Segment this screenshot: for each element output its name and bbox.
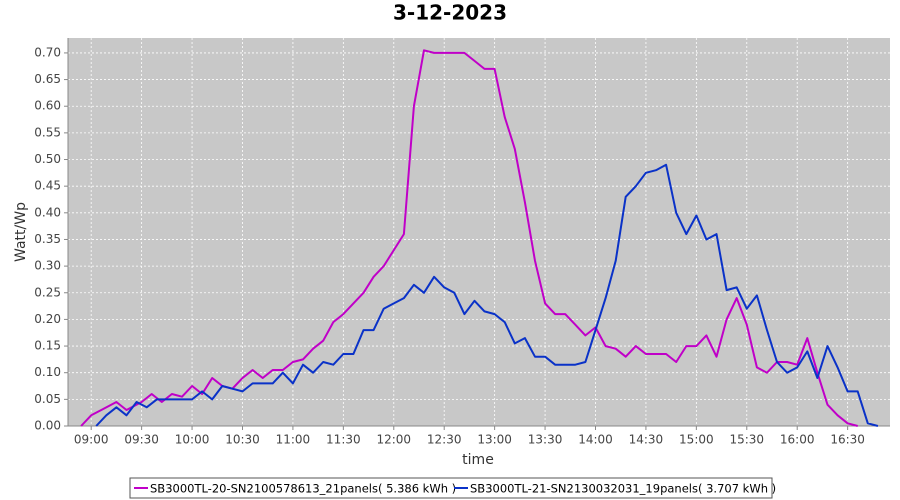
y-tick-label: 0.25 xyxy=(34,285,61,299)
y-tick-label: 0.10 xyxy=(34,365,61,379)
x-tick-label: 15:30 xyxy=(729,433,764,447)
x-tick-label: 11:30 xyxy=(326,433,361,447)
y-tick-label: 0.30 xyxy=(34,259,61,273)
y-tick-label: 0.65 xyxy=(34,72,61,86)
legend-box xyxy=(129,477,773,499)
y-axis-label: Watt/Wp xyxy=(13,202,29,262)
y-tick-label: 0.15 xyxy=(34,339,61,353)
series-line xyxy=(80,49,858,427)
y-tick-label: 0.70 xyxy=(34,45,61,59)
legend-label: SB3000TL-21-SN2130032031_19panels( 3.707… xyxy=(470,482,776,496)
x-tick-label: 09:00 xyxy=(74,433,109,447)
chart-title: 3-12-2023 xyxy=(393,1,507,25)
y-tick-label: 0.45 xyxy=(34,179,61,193)
y-tick-label: 0.20 xyxy=(34,312,61,326)
x-tick-label: 13:00 xyxy=(477,433,512,447)
y-tick-label: 0.05 xyxy=(34,392,61,406)
x-tick-label: 10:00 xyxy=(175,433,210,447)
y-tick-label: 0.35 xyxy=(34,232,61,246)
plot-area xyxy=(68,38,890,426)
x-tick-label: 11:00 xyxy=(276,433,311,447)
x-tick-label: 12:30 xyxy=(427,433,462,447)
x-tick-label: 14:00 xyxy=(578,433,613,447)
legend-label: SB3000TL-20-SN2100578613_21panels( 5.386… xyxy=(150,482,456,496)
series-line xyxy=(95,163,879,427)
y-tick-label: 0.60 xyxy=(34,99,61,113)
x-tick-label: 16:00 xyxy=(780,433,815,447)
y-tick-label: 0.00 xyxy=(34,419,61,433)
x-tick-label: 12:00 xyxy=(376,433,411,447)
x-tick-label: 15:00 xyxy=(679,433,714,447)
x-tick-label: 09:30 xyxy=(124,433,159,447)
x-tick-label: 16:30 xyxy=(830,433,865,447)
y-tick-label: 0.40 xyxy=(34,205,61,219)
x-tick-label: 10:30 xyxy=(225,433,260,447)
x-tick-label: 13:30 xyxy=(528,433,563,447)
x-axis-label: time xyxy=(462,452,494,468)
y-tick-label: 0.55 xyxy=(34,125,61,139)
x-tick-label: 14:30 xyxy=(629,433,664,447)
y-tick-label: 0.50 xyxy=(34,152,61,166)
